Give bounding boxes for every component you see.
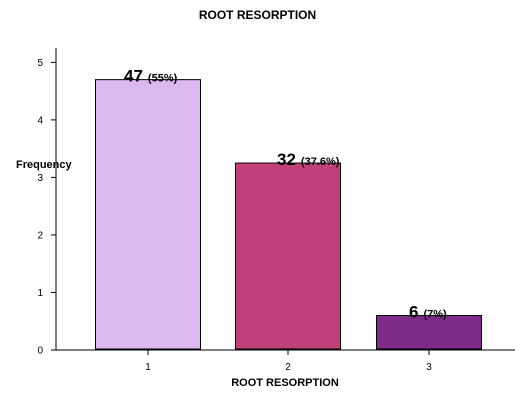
y-tick-label: 5	[37, 58, 43, 69]
y-tick-label: 2	[37, 230, 43, 241]
y-tick-label: 4	[37, 115, 43, 126]
x-tick-label: 2	[285, 362, 291, 373]
data-label-count: 32	[277, 150, 296, 169]
y-tick-label: 1	[37, 288, 43, 299]
x-axis-label: ROOT RESORPTION	[231, 377, 339, 389]
y-tick-label: 0	[37, 346, 43, 357]
bar-2	[235, 162, 341, 350]
data-label-2: 32 (37.6%)	[277, 150, 340, 169]
data-label-percent: (55%)	[148, 73, 178, 85]
data-label-3: 6 (7%)	[409, 302, 447, 321]
chart-title: ROOT RESORPTION	[198, 8, 317, 22]
bar-1	[95, 79, 201, 350]
data-label-percent: (7%)	[423, 308, 447, 320]
y-tick-label: 3	[37, 173, 43, 184]
data-label-count: 6	[409, 302, 418, 321]
x-tick-label: 3	[426, 362, 432, 373]
bar-3	[376, 314, 482, 350]
y-axis-label: Frequency	[16, 159, 72, 171]
data-label-1: 47 (55%)	[124, 67, 178, 86]
x-tick-label: 1	[145, 362, 151, 373]
data-label-count: 47	[124, 67, 143, 86]
data-label-percent: (37.6%)	[301, 156, 340, 168]
